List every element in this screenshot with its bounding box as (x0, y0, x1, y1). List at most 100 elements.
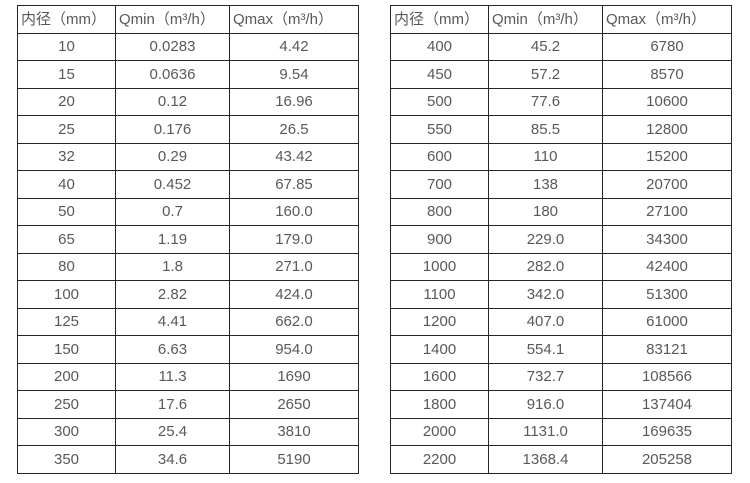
table-row: 1800 916.0 137404 (390, 390, 732, 419)
diameter-cell: 150 (17, 335, 116, 364)
header-row: 内径（mm） Qmin（m³/h） Qmax（m³/h） (17, 5, 359, 34)
diameter-cell: 1800 (390, 390, 489, 419)
diameter-cell: 20 (17, 87, 116, 116)
table-row: 1000 282.0 42400 (390, 252, 732, 281)
header-qmax: Qmax（m³/h） (602, 5, 732, 34)
diameter-cell: 550 (390, 115, 489, 144)
qmax-cell: 10600 (602, 87, 732, 116)
table-row: 1100 342.0 51300 (390, 280, 732, 309)
qmax-cell: 3810 (229, 417, 359, 446)
qmin-cell: 11.3 (115, 362, 230, 391)
qmin-cell: 916.0 (488, 390, 603, 419)
diameter-cell: 15 (17, 60, 116, 89)
qmax-cell: 108566 (602, 362, 732, 391)
qmin-cell: 1131.0 (488, 417, 603, 446)
qmin-cell: 0.0283 (115, 32, 230, 61)
diameter-cell: 450 (390, 60, 489, 89)
qmin-cell: 17.6 (115, 390, 230, 419)
diameter-cell: 500 (390, 87, 489, 116)
table-row: 550 85.5 12800 (390, 115, 732, 144)
diameter-cell: 100 (17, 280, 116, 309)
table-row: 150 6.63 954.0 (17, 335, 359, 364)
qmax-cell: 16.96 (229, 87, 359, 116)
qmin-cell: 0.12 (115, 87, 230, 116)
diameter-cell: 32 (17, 142, 116, 171)
table-row: 20 0.12 16.96 (17, 87, 359, 116)
table-row: 65 1.19 179.0 (17, 225, 359, 254)
diameter-cell: 1400 (390, 335, 489, 364)
qmin-cell: 0.0636 (115, 60, 230, 89)
diameter-cell: 25 (17, 115, 116, 144)
qmax-cell: 8570 (602, 60, 732, 89)
qmin-cell: 25.4 (115, 417, 230, 446)
diameter-cell: 1200 (390, 307, 489, 336)
qmax-cell: 51300 (602, 280, 732, 309)
qmax-cell: 34300 (602, 225, 732, 254)
table-row: 10 0.0283 4.42 (17, 32, 359, 61)
table-row: 350 34.6 5190 (17, 445, 359, 474)
qmin-cell: 407.0 (488, 307, 603, 336)
qmin-cell: 1368.4 (488, 445, 603, 474)
qmax-cell: 424.0 (229, 280, 359, 309)
table-row: 125 4.41 662.0 (17, 307, 359, 336)
diameter-cell: 10 (17, 32, 116, 61)
table-row: 32 0.29 43.42 (17, 142, 359, 171)
diameter-cell: 1600 (390, 362, 489, 391)
qmin-cell: 342.0 (488, 280, 603, 309)
header-diameter: 内径（mm） (390, 5, 489, 34)
qmax-cell: 169635 (602, 417, 732, 446)
small-diameter-table: 内径（mm） Qmin（m³/h） Qmax（m³/h） 10 0.0283 4.4… (17, 5, 359, 474)
table-row: 25 0.176 26.5 (17, 115, 359, 144)
table-row: 600 110 15200 (390, 142, 732, 171)
qmax-cell: 1690 (229, 362, 359, 391)
diameter-cell: 800 (390, 197, 489, 226)
qmin-cell: 554.1 (488, 335, 603, 364)
header-diameter: 内径（mm） (17, 5, 116, 34)
qmax-cell: 205258 (602, 445, 732, 474)
table-row: 2000 1131.0 169635 (390, 417, 732, 446)
qmin-cell: 85.5 (488, 115, 603, 144)
diameter-cell: 200 (17, 362, 116, 391)
qmax-cell: 42400 (602, 252, 732, 281)
diameter-cell: 50 (17, 197, 116, 226)
table-row: 50 0.7 160.0 (17, 197, 359, 226)
qmax-cell: 160.0 (229, 197, 359, 226)
qmin-cell: 0.7 (115, 197, 230, 226)
table-row: 40 0.452 67.85 (17, 170, 359, 199)
header-qmin: Qmin（m³/h） (115, 5, 230, 34)
qmin-cell: 180 (488, 197, 603, 226)
diameter-cell: 250 (17, 390, 116, 419)
table-row: 450 57.2 8570 (390, 60, 732, 89)
diameter-cell: 400 (390, 32, 489, 61)
diameter-cell: 65 (17, 225, 116, 254)
diameter-cell: 2000 (390, 417, 489, 446)
qmin-cell: 34.6 (115, 445, 230, 474)
qmax-cell: 20700 (602, 170, 732, 199)
table-row: 1400 554.1 83121 (390, 335, 732, 364)
diameter-cell: 700 (390, 170, 489, 199)
qmin-cell: 45.2 (488, 32, 603, 61)
qmax-cell: 26.5 (229, 115, 359, 144)
qmax-cell: 954.0 (229, 335, 359, 364)
table-row: 1200 407.0 61000 (390, 307, 732, 336)
qmax-cell: 43.42 (229, 142, 359, 171)
qmax-cell: 2650 (229, 390, 359, 419)
table-row: 400 45.2 6780 (390, 32, 732, 61)
table-row: 500 77.6 10600 (390, 87, 732, 116)
diameter-cell: 900 (390, 225, 489, 254)
qmax-cell: 12800 (602, 115, 732, 144)
table-row: 100 2.82 424.0 (17, 280, 359, 309)
qmin-cell: 0.452 (115, 170, 230, 199)
qmax-cell: 67.85 (229, 170, 359, 199)
qmax-cell: 137404 (602, 390, 732, 419)
table-row: 80 1.8 271.0 (17, 252, 359, 281)
qmax-cell: 27100 (602, 197, 732, 226)
header-qmax: Qmax（m³/h） (229, 5, 359, 34)
header-row: 内径（mm） Qmin（m³/h） Qmax（m³/h） (390, 5, 732, 34)
table-row: 250 17.6 2650 (17, 390, 359, 419)
diameter-cell: 350 (17, 445, 116, 474)
qmin-cell: 1.8 (115, 252, 230, 281)
qmin-cell: 732.7 (488, 362, 603, 391)
qmin-cell: 57.2 (488, 60, 603, 89)
